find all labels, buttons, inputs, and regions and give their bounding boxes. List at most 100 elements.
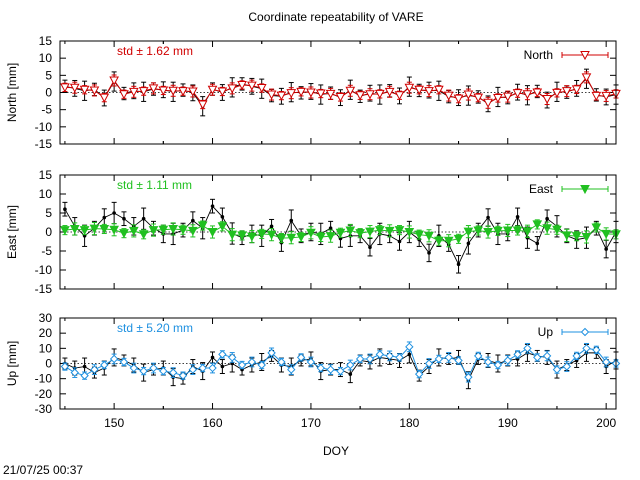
data-point-east bbox=[473, 226, 484, 236]
y-tick-label: -15 bbox=[35, 137, 53, 151]
data-point-north bbox=[128, 87, 139, 97]
y-tick-label: -10 bbox=[35, 120, 53, 134]
data-point-north bbox=[365, 90, 375, 100]
y-tick-label: 10 bbox=[39, 341, 53, 355]
x-tick-label: 160 bbox=[203, 416, 223, 430]
y-tick-label: 0 bbox=[45, 357, 52, 371]
data-point-east bbox=[591, 223, 602, 233]
data-point-black bbox=[466, 241, 471, 246]
data-point-black bbox=[456, 262, 461, 267]
y-axis-label: Up [mm] bbox=[5, 341, 19, 386]
legend-label: East bbox=[529, 182, 554, 196]
data-point-north bbox=[60, 83, 70, 93]
data-point-north bbox=[99, 93, 110, 103]
data-point-east bbox=[365, 227, 375, 237]
data-point-up bbox=[80, 371, 89, 380]
data-point-up bbox=[60, 362, 70, 371]
data-point-east bbox=[276, 234, 287, 244]
data-point-north bbox=[424, 87, 434, 97]
data-point-black bbox=[220, 215, 225, 219]
data-point-north bbox=[178, 87, 188, 97]
data-point-north bbox=[542, 95, 552, 105]
y-tick-label: 0 bbox=[45, 86, 52, 100]
data-point-up bbox=[572, 351, 581, 361]
data-point-north bbox=[453, 94, 464, 104]
data-point-black bbox=[220, 364, 225, 369]
data-point-black bbox=[210, 204, 215, 208]
data-point-up bbox=[414, 369, 424, 379]
y-tick-label: 30 bbox=[39, 311, 53, 325]
data-point-east bbox=[60, 226, 70, 236]
data-point-black bbox=[545, 216, 549, 221]
data-point-up bbox=[523, 344, 532, 353]
data-point-up bbox=[277, 357, 286, 367]
data-point-east bbox=[69, 224, 80, 235]
data-point-up bbox=[582, 344, 591, 353]
data-point-black bbox=[289, 218, 294, 223]
data-point-east bbox=[414, 230, 425, 240]
data-point-north bbox=[138, 87, 149, 97]
data-point-up bbox=[198, 363, 207, 373]
legend-marker bbox=[580, 327, 590, 337]
y-tick-label: 15 bbox=[39, 168, 53, 182]
data-point-east bbox=[493, 226, 503, 236]
data-point-east bbox=[384, 226, 395, 236]
data-point-north bbox=[463, 90, 474, 100]
y-tick-label: -20 bbox=[35, 387, 53, 401]
data-point-north bbox=[306, 88, 316, 98]
footer-timestamp: 21/07/25 00:37 bbox=[3, 463, 83, 477]
data-point-up bbox=[247, 357, 257, 367]
x-axis-label: DOY bbox=[323, 444, 349, 458]
data-point-up bbox=[434, 354, 444, 364]
y-tick-label: -5 bbox=[41, 244, 52, 258]
y-tick-label: 10 bbox=[39, 51, 53, 65]
data-point-east bbox=[188, 226, 198, 236]
y-axis-label: North [mm] bbox=[5, 63, 19, 122]
data-point-north bbox=[158, 86, 169, 96]
data-point-up bbox=[424, 359, 434, 368]
data-point-east bbox=[571, 232, 582, 242]
x-tick-label: 180 bbox=[399, 416, 419, 430]
y-axis-label: East [mm] bbox=[5, 205, 19, 259]
data-point-east bbox=[99, 224, 110, 235]
data-point-north bbox=[502, 92, 513, 102]
data-point-east bbox=[109, 225, 119, 235]
data-point-up bbox=[218, 350, 227, 359]
data-point-north bbox=[217, 87, 228, 97]
data-point-up bbox=[257, 360, 266, 370]
data-point-east bbox=[138, 230, 149, 240]
data-point-north bbox=[404, 83, 415, 93]
data-point-east bbox=[256, 229, 267, 239]
data-point-north bbox=[522, 90, 533, 100]
data-point-north bbox=[591, 91, 602, 101]
data-point-up bbox=[188, 365, 198, 374]
data-point-up bbox=[395, 353, 404, 362]
data-point-black bbox=[348, 372, 353, 376]
data-point-east bbox=[532, 220, 543, 230]
data-point-east bbox=[601, 229, 611, 239]
y-tick-label: 5 bbox=[45, 206, 52, 220]
data-point-up bbox=[513, 350, 522, 359]
data-point-east bbox=[286, 233, 297, 243]
data-point-north bbox=[493, 93, 503, 104]
data-point-up bbox=[267, 348, 276, 358]
data-point-up bbox=[375, 350, 385, 359]
data-point-north bbox=[315, 89, 326, 99]
plot-frame bbox=[59, 317, 617, 410]
data-point-north bbox=[384, 87, 395, 97]
data-point-black bbox=[210, 355, 215, 360]
data-point-up bbox=[503, 356, 512, 365]
data-point-up bbox=[296, 353, 306, 362]
data-point-black bbox=[427, 251, 431, 255]
data-point-up bbox=[336, 366, 345, 376]
data-point-north bbox=[286, 89, 297, 99]
x-tick-label: 200 bbox=[596, 416, 616, 430]
data-point-up bbox=[326, 365, 335, 374]
data-point-east bbox=[306, 228, 316, 238]
data-point-east bbox=[463, 227, 474, 237]
data-point-black bbox=[535, 241, 540, 246]
data-point-east bbox=[325, 232, 336, 242]
data-point-black bbox=[407, 352, 412, 357]
data-point-up bbox=[355, 354, 365, 364]
